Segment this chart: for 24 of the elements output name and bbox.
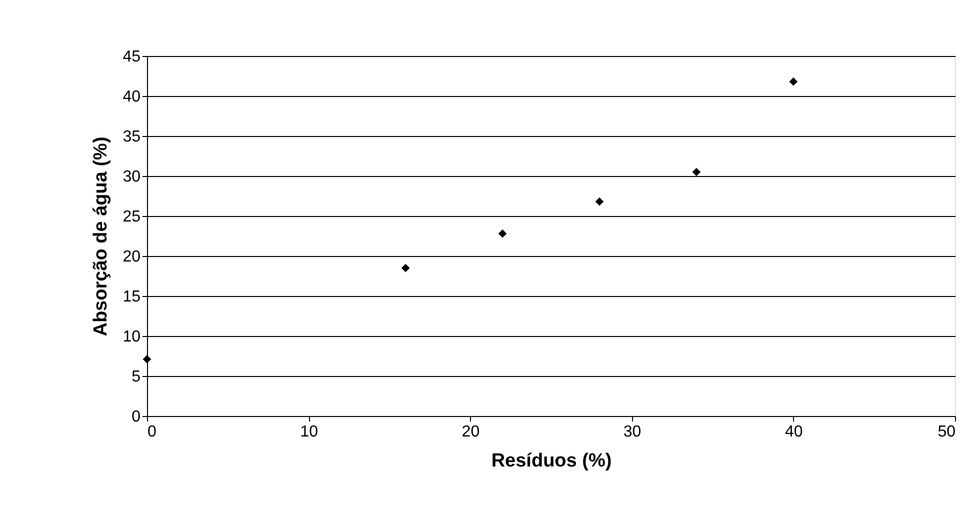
x-tick-label: 20 bbox=[462, 424, 480, 440]
point bbox=[692, 168, 701, 176]
y-tick-label: 10 bbox=[122, 328, 141, 346]
x-tick-label: 0 bbox=[148, 424, 156, 440]
y-tick-label: 45 bbox=[122, 48, 141, 66]
point bbox=[142, 355, 152, 364]
x-tick-label: 10 bbox=[300, 424, 318, 440]
x-tick-label: 50 bbox=[938, 424, 956, 440]
point bbox=[789, 77, 798, 86]
point bbox=[498, 229, 507, 238]
y-tick-label: 15 bbox=[122, 288, 141, 306]
y-tick-label: 20 bbox=[122, 248, 141, 266]
y-tick-label: 30 bbox=[122, 168, 141, 186]
y-axis-title: Absorção de água (%) bbox=[90, 136, 112, 336]
y-tick-label: 0 bbox=[132, 408, 141, 426]
point bbox=[595, 197, 604, 206]
y-tick-label: 25 bbox=[122, 208, 141, 226]
y-tick-label: 40 bbox=[122, 88, 141, 106]
y-tick-label: 5 bbox=[132, 368, 141, 386]
y-tick-label: 35 bbox=[122, 128, 141, 146]
point bbox=[401, 264, 410, 272]
x-tick-label: 40 bbox=[785, 424, 803, 440]
x-axis-title: Resíduos (%) bbox=[491, 450, 612, 472]
x-tick-label: 30 bbox=[623, 424, 642, 440]
